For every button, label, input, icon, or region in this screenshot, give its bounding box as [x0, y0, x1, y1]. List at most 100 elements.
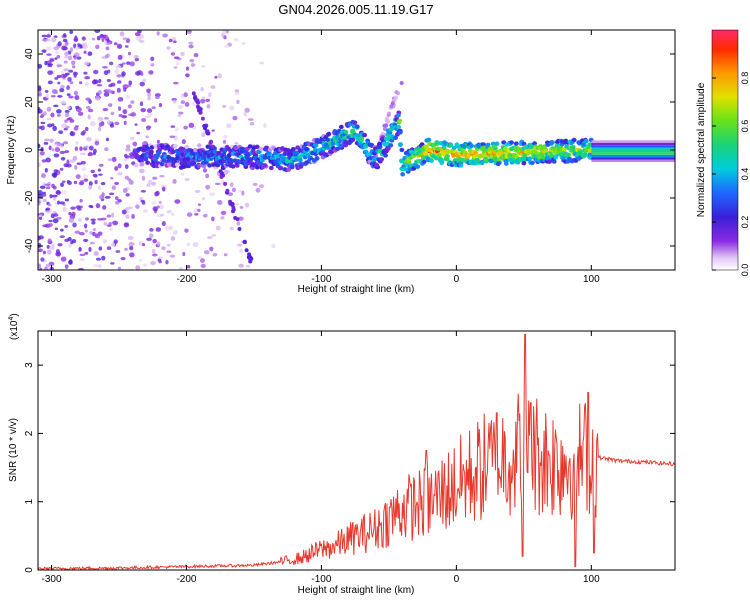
spectrogram-noise-cell: [60, 70, 65, 74]
spectrogram-noise-cell: [46, 106, 52, 112]
spectrogram-noise-cell: [39, 185, 46, 190]
spectrogram-trail-cell: [237, 227, 242, 232]
spectrogram-noise-cell: [121, 62, 126, 65]
spectrogram-noise-cell: [162, 33, 168, 38]
spectrogram-noise-cell: [90, 169, 95, 174]
spectrogram-noise-cell: [51, 183, 55, 188]
spectrogram-noise-cell: [144, 115, 151, 119]
colorbar-gradient: [711, 29, 739, 271]
spectrogram-trail-cell: [384, 123, 389, 128]
spectrogram-ridge-cell: [230, 164, 236, 169]
spectrogram-noise-cell: [154, 93, 161, 97]
spectrogram-noise-cell: [185, 73, 190, 78]
spectrogram-noise-cell: [162, 186, 166, 192]
spectrogram-ytick-label: 0: [24, 147, 35, 153]
spectrogram-noise-cell: [114, 68, 120, 75]
spectrogram-ridge-cell: [354, 124, 360, 129]
spectrogram-noise-cell: [44, 167, 48, 173]
spectrogram-noise-cell: [199, 98, 206, 104]
spectrogram-ridge-cell: [436, 153, 442, 158]
spectrogram-band-cell: [591, 159, 675, 162]
spectrogram-ridge-cell: [374, 162, 380, 168]
spectrogram-noise-cell: [159, 213, 165, 217]
spectrogram-noise-cell: [62, 141, 69, 145]
spectrogram-noise-cell: [81, 167, 86, 171]
spectrogram-noise-cell: [155, 227, 162, 232]
spectrogram-noise-cell: [221, 30, 227, 35]
spectrogram-ridge-cell: [571, 137, 577, 143]
spectrogram-noise-cell: [80, 152, 86, 156]
spectrogram-noise-cell: [138, 40, 145, 43]
spectrogram-ridge-cell: [576, 140, 582, 145]
spectrogram-noise-cell: [47, 32, 52, 35]
spectrogram-noise-cell: [150, 56, 155, 62]
spectrogram-noise-cell: [168, 38, 173, 43]
spectrogram-noise-cell: [173, 81, 179, 85]
spectrogram-noise-cell: [84, 251, 89, 255]
spectrogram-noise-cell: [164, 225, 170, 231]
spectrogram-noise-cell: [116, 74, 122, 78]
spectrogram-noise-cell: [139, 196, 143, 201]
spectrogram-noise-cell: [152, 176, 158, 180]
spectrogram-noise-cell: [38, 242, 42, 249]
spectrogram-noise-cell: [109, 192, 115, 196]
spectrogram-ridge-cell: [266, 150, 272, 156]
spectrogram-noise-cell: [193, 53, 199, 58]
spectrogram-noise-cell: [134, 123, 138, 126]
spectrogram-ridge-cell: [429, 158, 434, 163]
spectrogram-noise-cell: [78, 267, 84, 270]
spectrogram-ridge-cell: [509, 140, 514, 145]
spectrogram-noise-cell: [161, 246, 166, 251]
spectrogram-noise-cell: [87, 108, 94, 113]
spectrogram-noise-cell: [58, 130, 64, 135]
spectrogram-noise-cell: [106, 214, 112, 218]
spectrogram-noise-cell: [229, 105, 235, 111]
spectrogram-ridge-cell: [244, 155, 250, 160]
colorbar-tick-label: 0.0: [740, 264, 750, 277]
spectrogram-noise-cell: [104, 195, 111, 199]
spectrogram-ridge-cell: [278, 165, 283, 170]
spectrogram-noise-cell: [234, 142, 239, 145]
spectrogram-ridge-cell: [228, 157, 234, 163]
spectrogram-ridge-cell: [393, 135, 398, 141]
spectrogram-noise-cell: [173, 40, 177, 44]
spectrogram-noise-cell: [154, 191, 159, 197]
spectrogram-noise-cell: [81, 42, 88, 48]
spectrogram-noise-cell: [114, 121, 120, 126]
spectrogram-noise-cell: [146, 88, 151, 93]
spectrogram-ridge-cell: [469, 143, 474, 148]
spectrogram-ridge-cell: [415, 164, 421, 169]
spectrogram-ridge-cell: [421, 159, 427, 165]
spectrogram-ridge-cell: [191, 161, 197, 166]
spectrogram-noise-cell: [103, 222, 108, 226]
spectrogram-noise-cell: [50, 94, 56, 98]
spectrogram-noise-cell: [95, 257, 102, 261]
spectrogram-noise-cell: [170, 236, 176, 241]
spectrogram-noise-cell: [222, 134, 228, 139]
spectrogram-noise-cell: [245, 202, 250, 208]
spectrogram-ridge-cell: [481, 142, 486, 147]
spectrogram-noise-cell: [57, 95, 63, 98]
spectrogram-noise-cell: [45, 38, 51, 42]
spectrogram-noise-cell: [241, 190, 245, 196]
spectrogram-noise-cell: [66, 93, 71, 97]
spectrogram-noise-cell: [93, 79, 99, 84]
spectrogram-noise-cell: [202, 213, 208, 218]
spectrogram-xtick-label: -200: [176, 274, 196, 285]
spectrogram-noise-cell: [64, 41, 69, 46]
spectrogram-noise-cell: [205, 173, 210, 179]
spectrogram-noise-cell: [59, 87, 65, 93]
spectrogram-band-cell: [591, 147, 675, 150]
spectrogram-ridge-cell: [343, 129, 349, 135]
spectrogram-ridge-cell: [570, 144, 576, 150]
spectrogram-noise-cell: [104, 147, 109, 152]
spectrogram-noise-cell: [202, 96, 206, 100]
spectrogram-noise-cell: [158, 103, 163, 108]
spectrogram-noise-cell: [157, 256, 163, 259]
spectrogram-noise-cell: [141, 201, 146, 205]
spectrogram-noise-cell: [136, 36, 142, 41]
spectrogram-noise-cell: [102, 205, 107, 210]
spectrogram-ridge-cell: [483, 157, 489, 162]
spectrogram-ridge-cell: [462, 144, 467, 149]
spectrogram-noise-cell: [61, 45, 67, 51]
